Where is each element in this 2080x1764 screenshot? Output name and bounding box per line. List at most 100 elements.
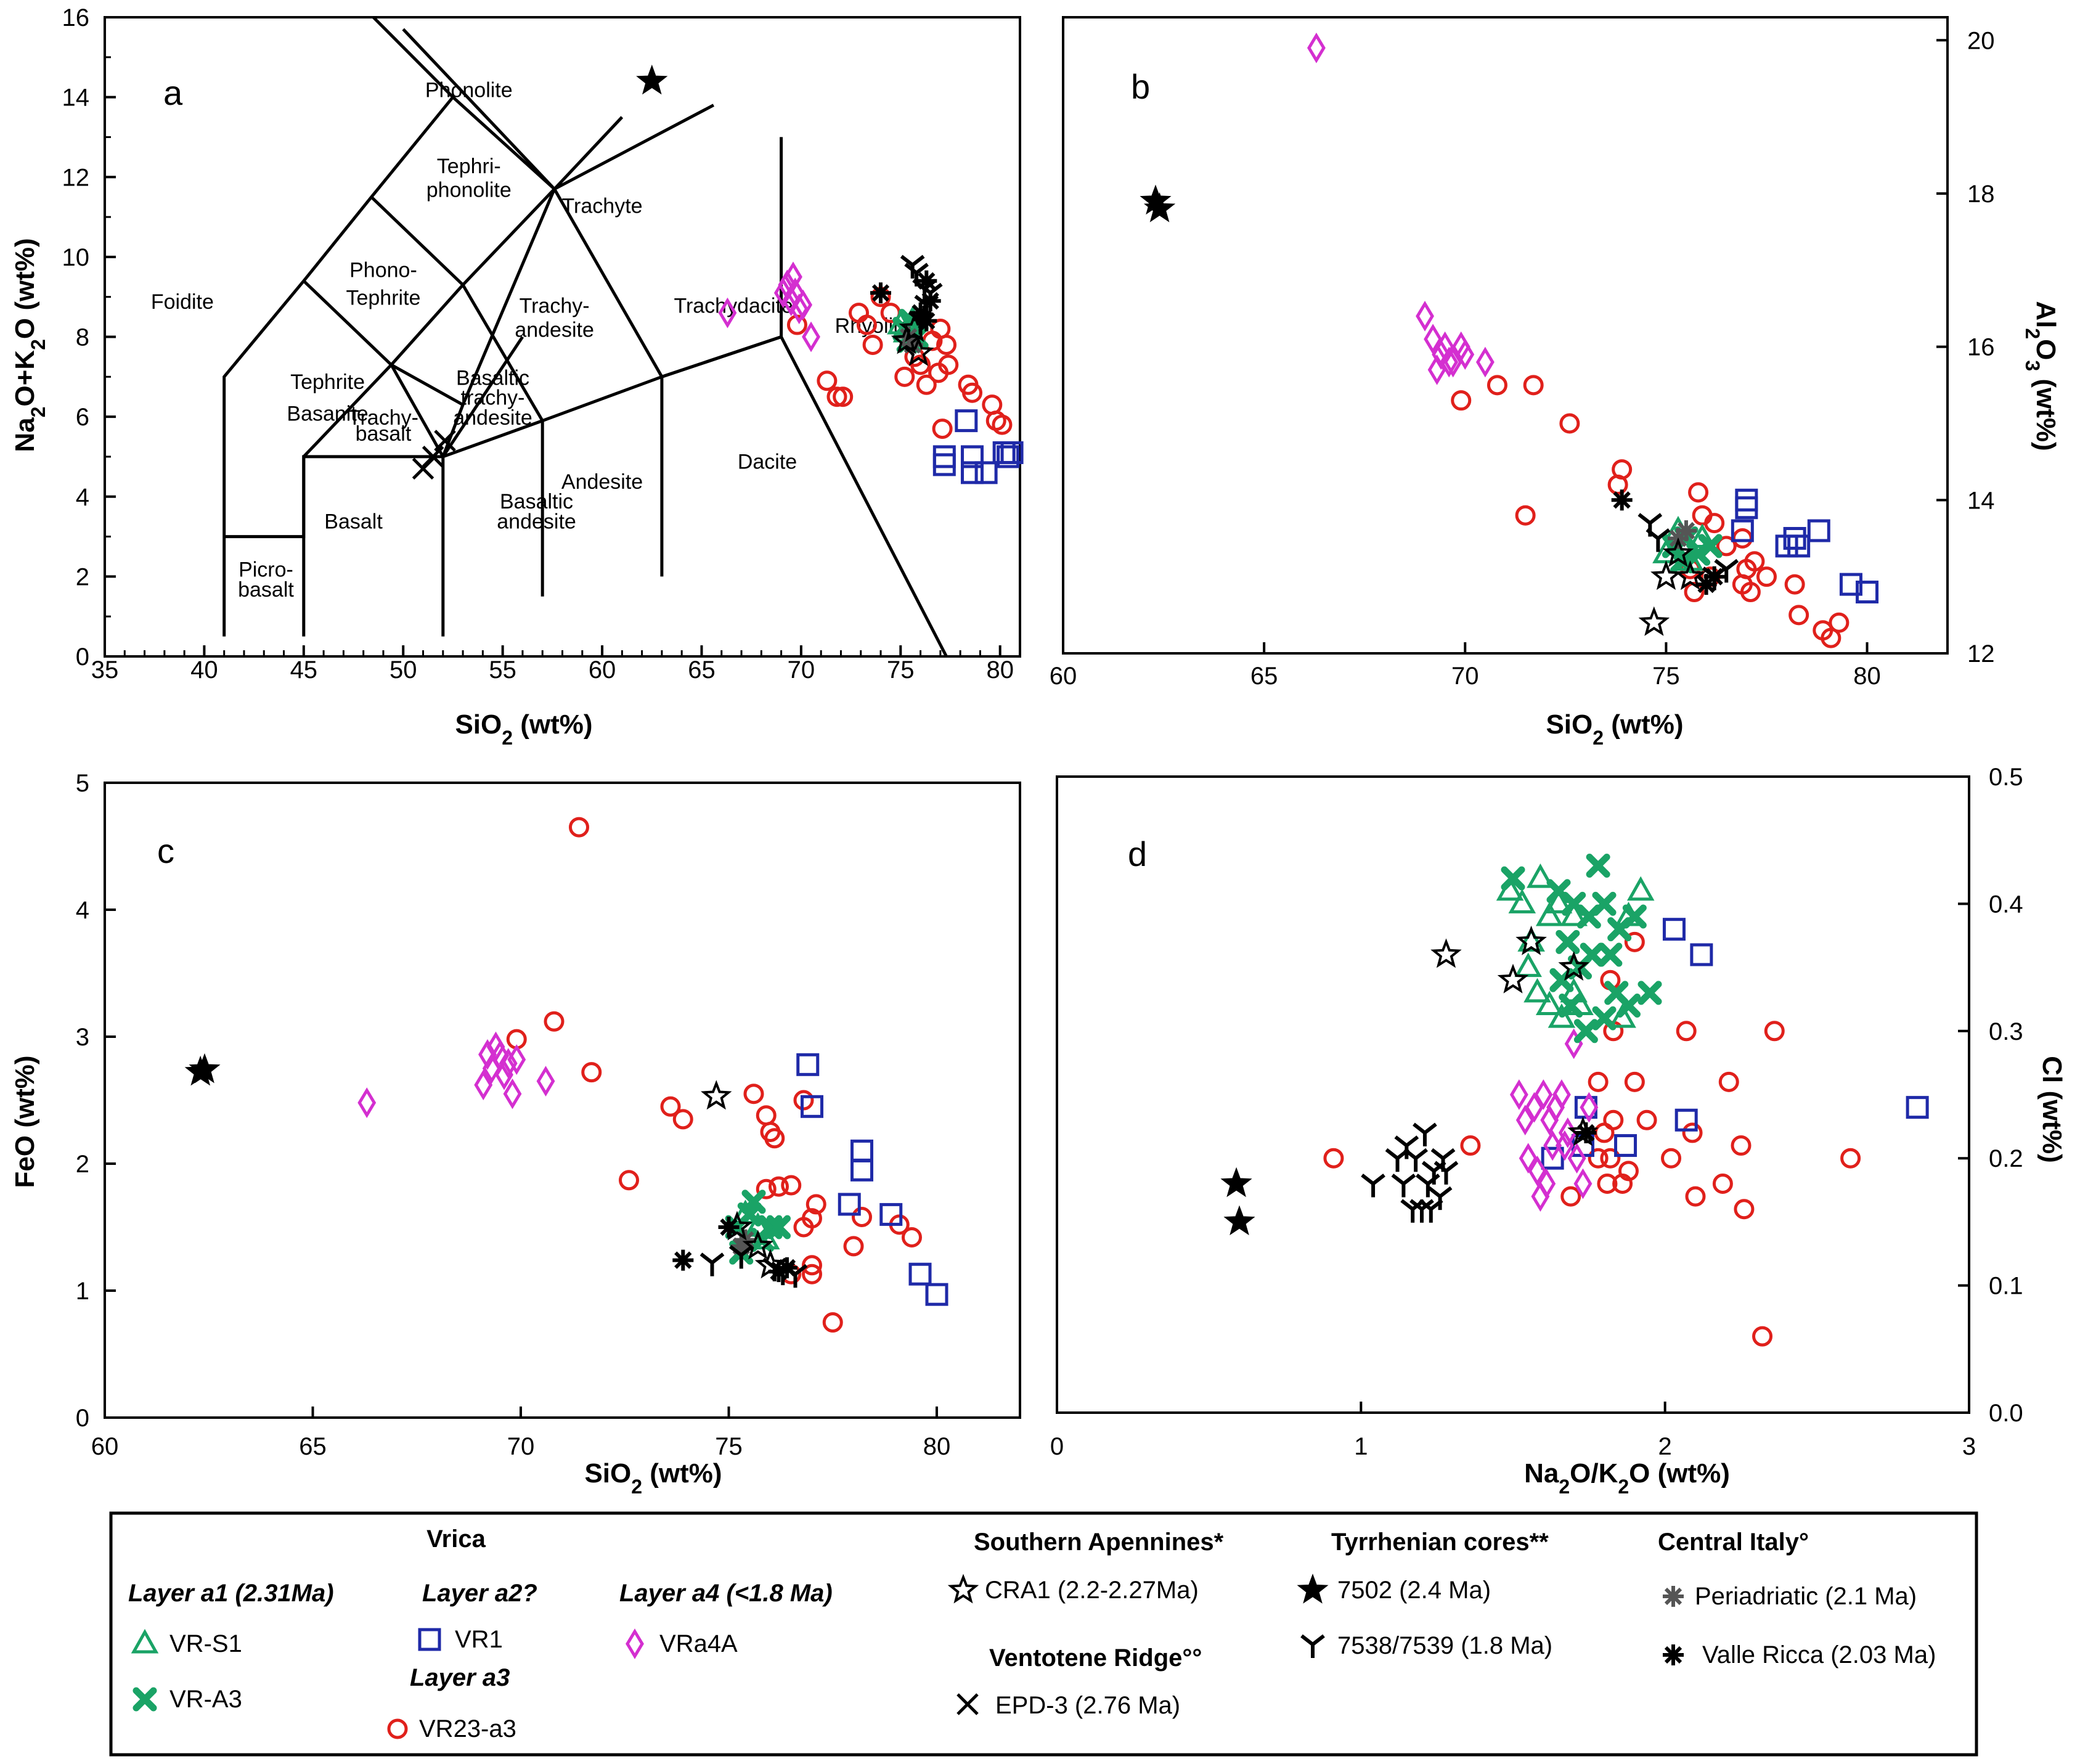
data-point [920,290,941,312]
data-point [1413,1122,1437,1146]
x-tick-label-d: 3 [1962,1433,1976,1460]
data-point [718,1217,740,1238]
data-point [1688,482,1709,503]
series-vr1-d [1541,918,1929,1170]
data-point [1616,994,1641,1018]
legend-periadriatic-symbol [1663,1586,1684,1607]
series-vra4a-a [718,261,820,353]
data-point [850,1139,873,1162]
data-point [544,1011,565,1032]
data-point [1440,346,1459,378]
data-point [1718,1071,1739,1092]
legend-symbol [956,1693,979,1715]
data-point [1548,1003,1576,1028]
series-vra4a-b [1307,32,1495,385]
data-point [1361,1174,1385,1198]
data-point [802,1255,822,1276]
legend-epd3-label: EPD-3 (2.76 Ma) [995,1692,1180,1719]
tas-field-label: Basaltic [456,366,529,390]
x-tick-label-b: 80 [1853,663,1881,690]
tas-field-label: basalt [356,422,412,446]
data-point [1456,339,1475,370]
data-point [1676,520,1697,542]
data-point [1704,513,1725,534]
data-point [852,1207,872,1228]
legend-vrica-title: Vrica [426,1525,486,1553]
series-vr-a3-d [1501,853,1662,1043]
data-point [1427,354,1446,385]
data-point [1735,488,1758,512]
panel-label-d: d [1128,835,1147,873]
data-point [760,1122,781,1142]
data-point [1636,1109,1657,1130]
data-point [1560,901,1588,926]
data-point [1624,931,1645,952]
legend-layer-a4: Layer a4 (<1.8 Ma) [619,1580,833,1607]
legend: Vrica Layer a1 (2.31Ma) Layer a2? Layer … [109,1511,1978,1757]
data-point [1586,853,1610,878]
legend-vr23-label: VR23-a3 [419,1715,516,1742]
data-point [856,314,877,335]
legend-valle-ricca-label: Valle Ricca (2.03 Ma) [1702,1641,1936,1668]
data-point [826,386,847,407]
data-point [805,1194,826,1215]
x-tick-label-c: 60 [91,1433,119,1460]
legend-vra4a-label: VRa4A [659,1630,738,1657]
x-tick-label-d: 0 [1050,1433,1064,1460]
data-point [1523,375,1544,396]
y-tick-label-a: 14 [62,84,90,112]
y-tick-label-d: 0.0 [1989,1400,2023,1427]
legend-symbol [1663,1644,1684,1665]
data-point [1609,1003,1636,1028]
series-valle-ricca-a [870,270,941,332]
data-point [1515,1105,1535,1136]
legend-valle-ricca-symbol [1663,1644,1684,1665]
legend-periadriatic-label: Periadriatic (2.1 Ma) [1695,1583,1917,1610]
data-point [1501,866,1525,891]
legend-layer-a2: Layer a2? [422,1580,537,1607]
data-point [796,1053,820,1076]
legend-ventotene-title: Ventotene Ridge°° [989,1644,1202,1672]
data-point [1744,551,1765,572]
data-point [478,1039,497,1070]
data-point [1556,929,1580,954]
tas-field-label: andesite [497,510,576,534]
data-point [1611,489,1633,511]
data-point [1475,346,1495,378]
legend-cra1-symbol [947,1574,979,1604]
data-point [1788,605,1809,626]
data-point [756,1105,777,1126]
legend-layer-a1: Layer a1 (2.31Ma) [128,1580,334,1607]
data-point [962,382,983,403]
data-point [1735,496,1758,520]
data-point [1732,528,1753,549]
data-point [1416,1174,1440,1198]
y-tick-label-a: 10 [62,244,90,271]
data-point [1839,573,1862,596]
legend-7538-symbol [1300,1634,1325,1658]
tas-field-label: andesite [515,319,594,342]
data-point [784,261,802,293]
series-vr23-a3-b [1451,375,1850,648]
tas-field-label: Tephrite [290,370,365,394]
x-tick-label-a: 70 [788,656,815,684]
x-axis-label-d: Na2O/K2O (wt%) [1524,1458,1730,1498]
data-point [1716,536,1737,557]
tas-boundary [302,335,782,637]
data-point [870,282,891,304]
data-point [1695,574,1717,595]
data-point [1424,324,1443,355]
data-point [908,1262,932,1286]
data-point [735,1229,756,1251]
data-point [189,1053,221,1084]
data-point [1323,1148,1344,1169]
legend-symbol [418,1628,441,1651]
data-point [1698,534,1723,558]
x-axis-label-a: SiO2 (wt%) [455,709,592,749]
x-tick-label-a: 45 [290,656,318,684]
data-point [1519,1143,1538,1174]
data-point [955,409,978,433]
tas-field-label: Andesite [561,470,643,494]
x-tick-label-a: 75 [887,656,915,684]
